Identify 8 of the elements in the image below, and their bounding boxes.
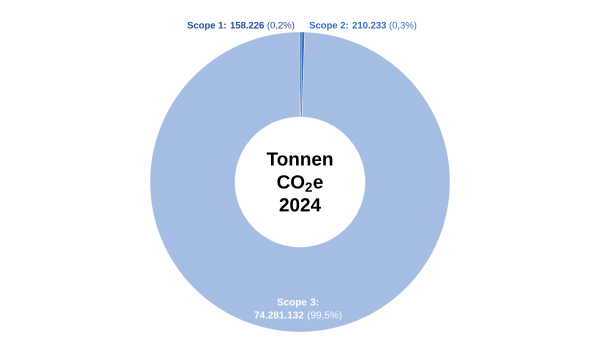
text: :: [316, 300, 318, 306]
data-label: : 158.226 (0,2%): [224, 22, 294, 30]
text: Tonnen CO$_{2}$e 2024: [266, 152, 332, 212]
slice-label: Scope 2: [309, 22, 346, 30]
slice-label: Scope 1: [187, 22, 224, 30]
text: 74.281.132 (99,5%): [254, 311, 342, 320]
data-label: : 210.233 (0,3%): [346, 22, 416, 30]
slice-label: Scope 3: [277, 298, 316, 308]
